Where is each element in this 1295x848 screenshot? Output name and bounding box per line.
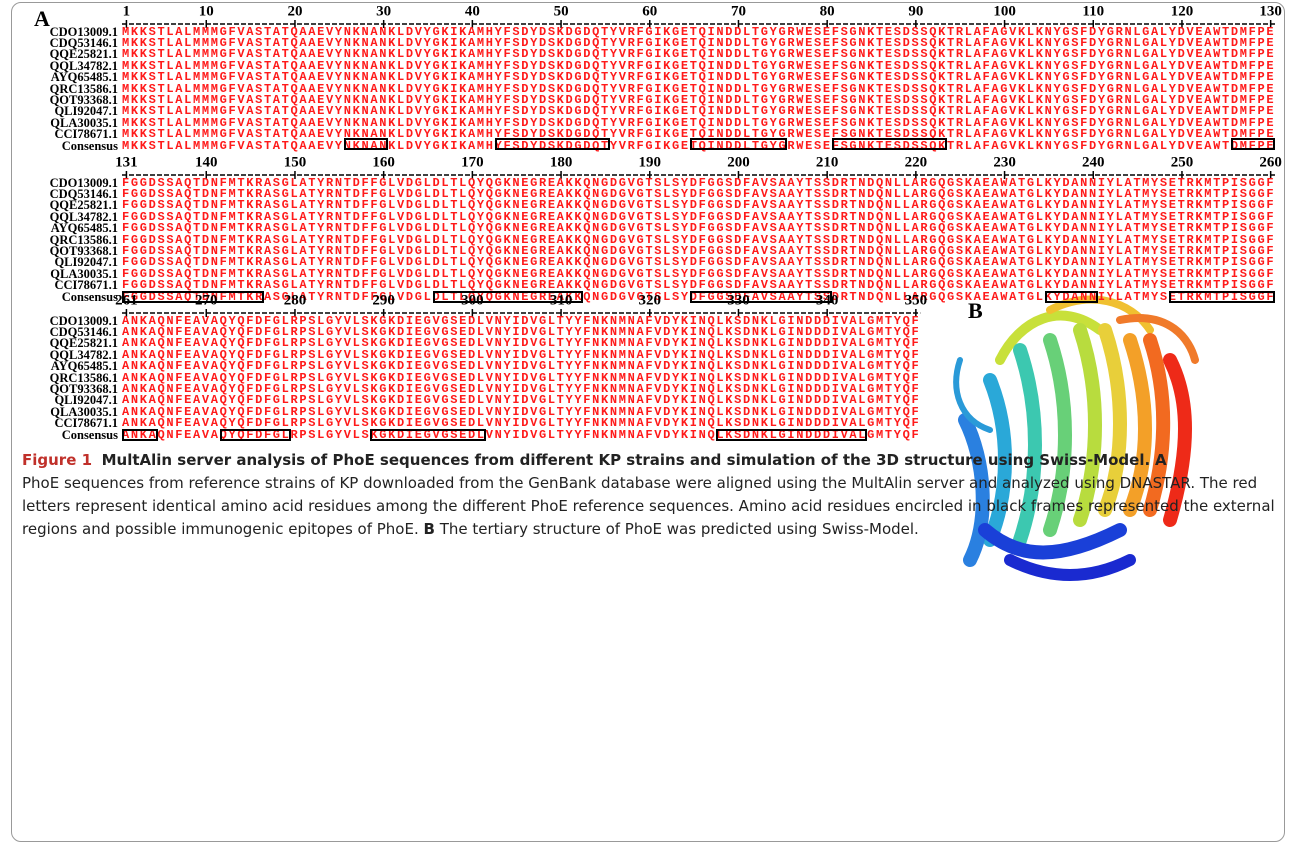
ruler-number: 290 bbox=[372, 293, 395, 310]
ruler-number: 100 bbox=[993, 4, 1016, 21]
ruler-number: 30 bbox=[376, 4, 391, 21]
epitope-box bbox=[716, 429, 867, 441]
epitope-box bbox=[370, 429, 485, 441]
ruler-number: 220 bbox=[905, 155, 928, 172]
ruler-number: 170 bbox=[461, 155, 484, 172]
ruler-number: 350 bbox=[905, 293, 928, 310]
epitope-box bbox=[122, 291, 264, 303]
ruler-number: 70 bbox=[731, 4, 746, 21]
ruler-number: 240 bbox=[1082, 155, 1105, 172]
ruler-number: 131 bbox=[115, 155, 138, 172]
ruler-number: 40 bbox=[465, 4, 480, 21]
caption-title: MultAlin server analysis of PhoE sequenc… bbox=[102, 451, 1151, 469]
consensus-label: Consensus bbox=[22, 292, 118, 303]
ruler-number: 190 bbox=[639, 155, 662, 172]
epitope-box bbox=[220, 429, 291, 441]
ruler-number: 180 bbox=[550, 155, 573, 172]
ruler-number: 230 bbox=[993, 155, 1016, 172]
epitope-box bbox=[690, 291, 832, 303]
epitope-box bbox=[832, 138, 947, 150]
epitope-box bbox=[1045, 291, 1098, 303]
ruler-number: 210 bbox=[816, 155, 839, 172]
ruler-number: 140 bbox=[195, 155, 218, 172]
ruler-number: 150 bbox=[284, 155, 307, 172]
ruler-number: 90 bbox=[908, 4, 923, 21]
caption-panel: A bbox=[1155, 451, 1167, 469]
ruler-number: 120 bbox=[1171, 4, 1194, 21]
ruler-number: 110 bbox=[1082, 4, 1104, 21]
epitope-box bbox=[433, 291, 584, 303]
ruler-number: 200 bbox=[727, 155, 750, 172]
ruler-number: 250 bbox=[1171, 155, 1194, 172]
ruler-number: 20 bbox=[287, 4, 302, 21]
epitope-box bbox=[344, 138, 388, 150]
ruler-number: 260 bbox=[1259, 155, 1282, 172]
caption-text: The tertiary structure of PhoE was predi… bbox=[440, 520, 919, 538]
epitope-box bbox=[122, 429, 158, 441]
ruler-number: 10 bbox=[199, 4, 214, 21]
caption-panel: B bbox=[424, 520, 435, 538]
consensus-label: Consensus bbox=[22, 430, 118, 441]
ruler-number: 280 bbox=[284, 293, 307, 310]
epitope-box bbox=[1231, 138, 1275, 150]
ruler-number: 60 bbox=[642, 4, 657, 21]
ruler-number: 130 bbox=[1259, 4, 1282, 21]
ruler-number: 1 bbox=[123, 4, 131, 21]
ruler-number: 50 bbox=[554, 4, 569, 21]
ruler-number: 160 bbox=[372, 155, 395, 172]
epitope-box bbox=[1169, 291, 1275, 303]
ruler-number: 80 bbox=[820, 4, 835, 21]
consensus-label: Consensus bbox=[22, 141, 118, 152]
epitope-box bbox=[495, 138, 610, 150]
ruler-number: 320 bbox=[639, 293, 662, 310]
figure: A B Figure 1 MultAlin server analysis of… bbox=[0, 0, 1295, 848]
caption-figure: Figure 1 bbox=[22, 451, 92, 469]
caption: Figure 1 MultAlin server analysis of Pho… bbox=[22, 449, 1280, 541]
epitope-box bbox=[690, 138, 788, 150]
